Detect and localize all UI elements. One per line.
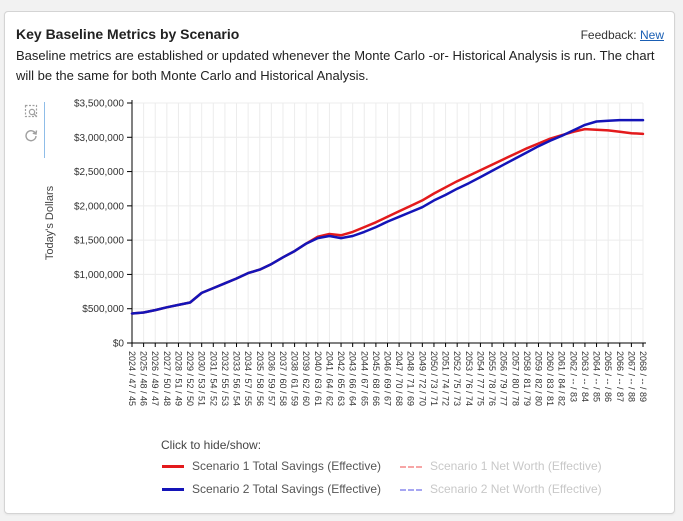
y-tick-label: $500,000 (82, 304, 124, 315)
x-tick-label: 2055 / 78 / 76 (487, 351, 497, 406)
x-tick-label: 2037 / 60 / 58 (278, 351, 288, 406)
x-tick-label: 2030 / 53 / 51 (197, 351, 207, 406)
x-tick-label: 2052 / 75 / 73 (452, 351, 462, 406)
card-description: Baseline metrics are established or upda… (16, 48, 655, 83)
reset-icon[interactable] (22, 128, 40, 146)
x-tick-label: 2059 / 82 / 80 (533, 351, 543, 406)
x-tick-label: 2049 / 72 / 70 (417, 351, 427, 406)
x-tick-label: 2027 / 50 / 48 (162, 351, 172, 406)
x-tick-label: 2068 / -- / 89 (638, 351, 648, 402)
metrics-card: Key Baseline Metrics by Scenario Feedbac… (4, 11, 675, 514)
legend-swatch (162, 465, 184, 469)
x-tick-label: 2054 / 77 / 75 (475, 351, 485, 406)
x-tick-label: 2061 / 84 / 82 (557, 351, 567, 406)
x-tick-label: 2025 / 48 / 46 (139, 351, 149, 406)
x-tick-label: 2033 / 56 / 54 (232, 351, 242, 406)
x-tick-label: 2067 / -- / 88 (626, 351, 636, 402)
x-tick-label: 2029 / 52 / 50 (185, 351, 195, 406)
x-tick-label: 2065 / -- / 86 (603, 351, 613, 402)
y-axis-label: Today's Dollars (44, 185, 56, 260)
x-tick-label: 2036 / 59 / 57 (266, 351, 276, 406)
x-tick-label: 2028 / 51 / 49 (173, 351, 183, 406)
x-tick-label: 2038 / 61 / 59 (290, 351, 300, 406)
x-tick-label: 2047 / 70 / 68 (394, 351, 404, 406)
x-tick-label: 2058 / 81 / 79 (522, 351, 532, 406)
x-tick-label: 2048 / 71 / 69 (406, 351, 416, 406)
legend-swatch (400, 488, 422, 491)
legend-label: Scenario 2 Total Savings (Effective) (192, 482, 381, 496)
x-tick-label: 2040 / 63 / 61 (313, 351, 323, 406)
feedback: Feedback: New (581, 28, 664, 42)
series-line-2[interactable] (130, 118, 645, 315)
y-tick-label: $0 (113, 339, 125, 350)
legend-item-3[interactable]: Scenario 2 Total Savings (Effective) (162, 481, 381, 497)
legend-label: Scenario 1 Net Worth (Effective) (430, 459, 602, 473)
y-tick-label: $3,500,000 (74, 99, 124, 110)
x-tick-label: 2057 / 80 / 78 (510, 351, 520, 406)
x-tick-label: 2031 / 54 / 52 (208, 351, 218, 406)
x-tick-label: 2035 / 58 / 56 (255, 351, 265, 406)
legend-label: Scenario 2 Net Worth (Effective) (430, 482, 602, 496)
x-tick-label: 2060 / 83 / 81 (545, 351, 555, 406)
grid (131, 102, 644, 344)
x-tick-label: 2034 / 57 / 55 (243, 351, 253, 406)
y-tick-label: $2,500,000 (74, 167, 124, 178)
legend-label: Scenario 1 Total Savings (Effective) (192, 459, 381, 473)
x-tick-label: 2062 / -- / 83 (568, 351, 578, 402)
line-chart: $0 $500,000 $1,000,000 $1,500,000 $2,000,000… (44, 99, 648, 407)
x-tick-label: 2064 / -- / 85 (592, 351, 602, 402)
legend-swatch (400, 465, 422, 468)
feedback-label: Feedback: (580, 28, 637, 42)
box-zoom-icon[interactable] (22, 104, 40, 122)
feedback-new-link[interactable]: New (639, 28, 664, 42)
x-tick-label: 2024 / 47 / 45 (127, 351, 137, 406)
x-tick-label: 2026 / 49 / 47 (150, 351, 160, 406)
legend-swatch (162, 488, 184, 492)
y-tick-label: $3,000,000 (74, 133, 124, 144)
y-tick-label: $1,500,000 (74, 236, 124, 247)
x-tick-label: 2041 / 64 / 62 (324, 351, 334, 406)
x-tick-label: 2045 / 68 / 66 (371, 351, 381, 406)
x-tick-label: 2066 / -- / 87 (615, 351, 625, 402)
x-tick-label: 2042 / 65 / 63 (336, 351, 346, 406)
y-tick-label: $2,000,000 (74, 201, 124, 212)
chart-toolbar (20, 102, 45, 158)
x-tick-label: 2050 / 73 / 71 (429, 351, 439, 406)
legend-item-1[interactable]: Scenario 1 Total Savings (Effective) (162, 458, 381, 474)
x-tick-label: 2056 / 79 / 77 (499, 351, 509, 406)
x-tick-label: 2044 / 67 / 65 (359, 351, 369, 406)
y-tick-label: $1,000,000 (74, 270, 124, 281)
x-tick-label: 2053 / 76 / 74 (464, 351, 474, 406)
legend-caption: Click to hide/show: (161, 438, 262, 452)
x-tick-label: 2046 / 69 / 67 (383, 351, 393, 406)
legend-item-4[interactable]: Scenario 2 Net Worth (Effective) (400, 481, 602, 497)
x-tick-label: 2039 / 62 / 60 (301, 351, 311, 406)
x-tick-label: 2043 / 66 / 64 (348, 351, 358, 406)
card-title: Key Baseline Metrics by Scenario (16, 26, 240, 42)
x-tick-label: 2032 / 55 / 53 (220, 351, 230, 406)
legend-item-2[interactable]: Scenario 1 Net Worth (Effective) (400, 458, 602, 474)
x-tick-label: 2051 / 74 / 72 (441, 351, 451, 406)
x-tick-label: 2063 / -- / 84 (580, 351, 590, 402)
